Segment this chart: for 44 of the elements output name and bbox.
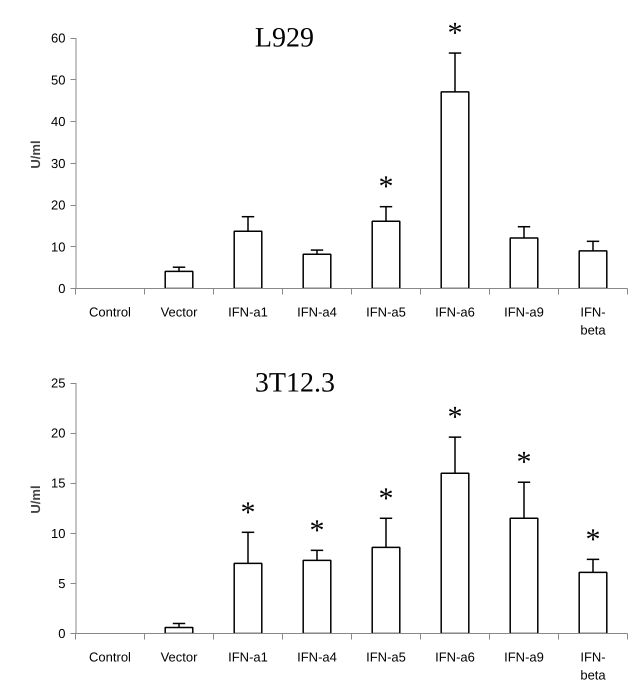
y-tick-label: 10 <box>51 526 66 541</box>
y-tick-label: 40 <box>51 114 66 130</box>
annotation: * <box>240 496 256 529</box>
x-tick-label: IFN-a5 <box>366 304 406 320</box>
annotation: * <box>310 514 324 547</box>
chart-title: L929 <box>254 22 314 54</box>
x-tick-label: IFN- beta <box>580 304 606 338</box>
y-tick-label: 5 <box>58 576 66 591</box>
y-axis-title: U/ml <box>28 485 44 514</box>
y-tick-label: 60 <box>51 30 66 46</box>
bar <box>164 270 194 288</box>
annotation: * <box>448 16 462 50</box>
y-tick-label: 0 <box>58 281 66 296</box>
x-tick-label: IFN-a9 <box>504 650 544 664</box>
x-tick-label: IFN-a9 <box>504 304 544 320</box>
x-tick-label: IFN-a4 <box>297 304 337 320</box>
y-tick-label: 10 <box>51 239 66 254</box>
annotation: * <box>516 446 532 479</box>
bar <box>302 254 332 288</box>
y-tick-label: 30 <box>51 156 66 171</box>
annotation: * <box>378 170 394 204</box>
x-tick-label: Control <box>89 650 132 664</box>
x-tick-label: IFN-a5 <box>366 650 406 664</box>
y-tick-label: 20 <box>51 426 66 441</box>
x-tick-label: IFN-a4 <box>297 650 337 664</box>
bar <box>164 626 194 634</box>
x-tick-label: IFN-a1 <box>228 650 268 664</box>
annotation: * <box>586 522 600 556</box>
y-tick-label: 25 <box>51 376 66 391</box>
annotation: * <box>448 400 462 434</box>
x-tick-label: IFN-a6 <box>435 650 475 664</box>
x-tick-label: Control <box>89 304 132 320</box>
x-tick-label: Vector <box>160 650 198 664</box>
x-tick-label: IFN-a6 <box>435 304 475 320</box>
chart-title: 3T12.3 <box>254 368 336 399</box>
y-tick-label: 15 <box>51 476 66 491</box>
y-tick-label: 50 <box>51 72 66 88</box>
annotation: * <box>378 482 394 515</box>
y-tick-label: 20 <box>51 198 66 213</box>
x-tick-label: IFN- beta <box>580 650 606 682</box>
x-tick-label: Vector <box>160 304 198 320</box>
y-tick-label: 0 <box>58 626 66 641</box>
x-tick-label: IFN-a1 <box>228 304 268 320</box>
y-axis-title: U/ml <box>28 140 44 169</box>
